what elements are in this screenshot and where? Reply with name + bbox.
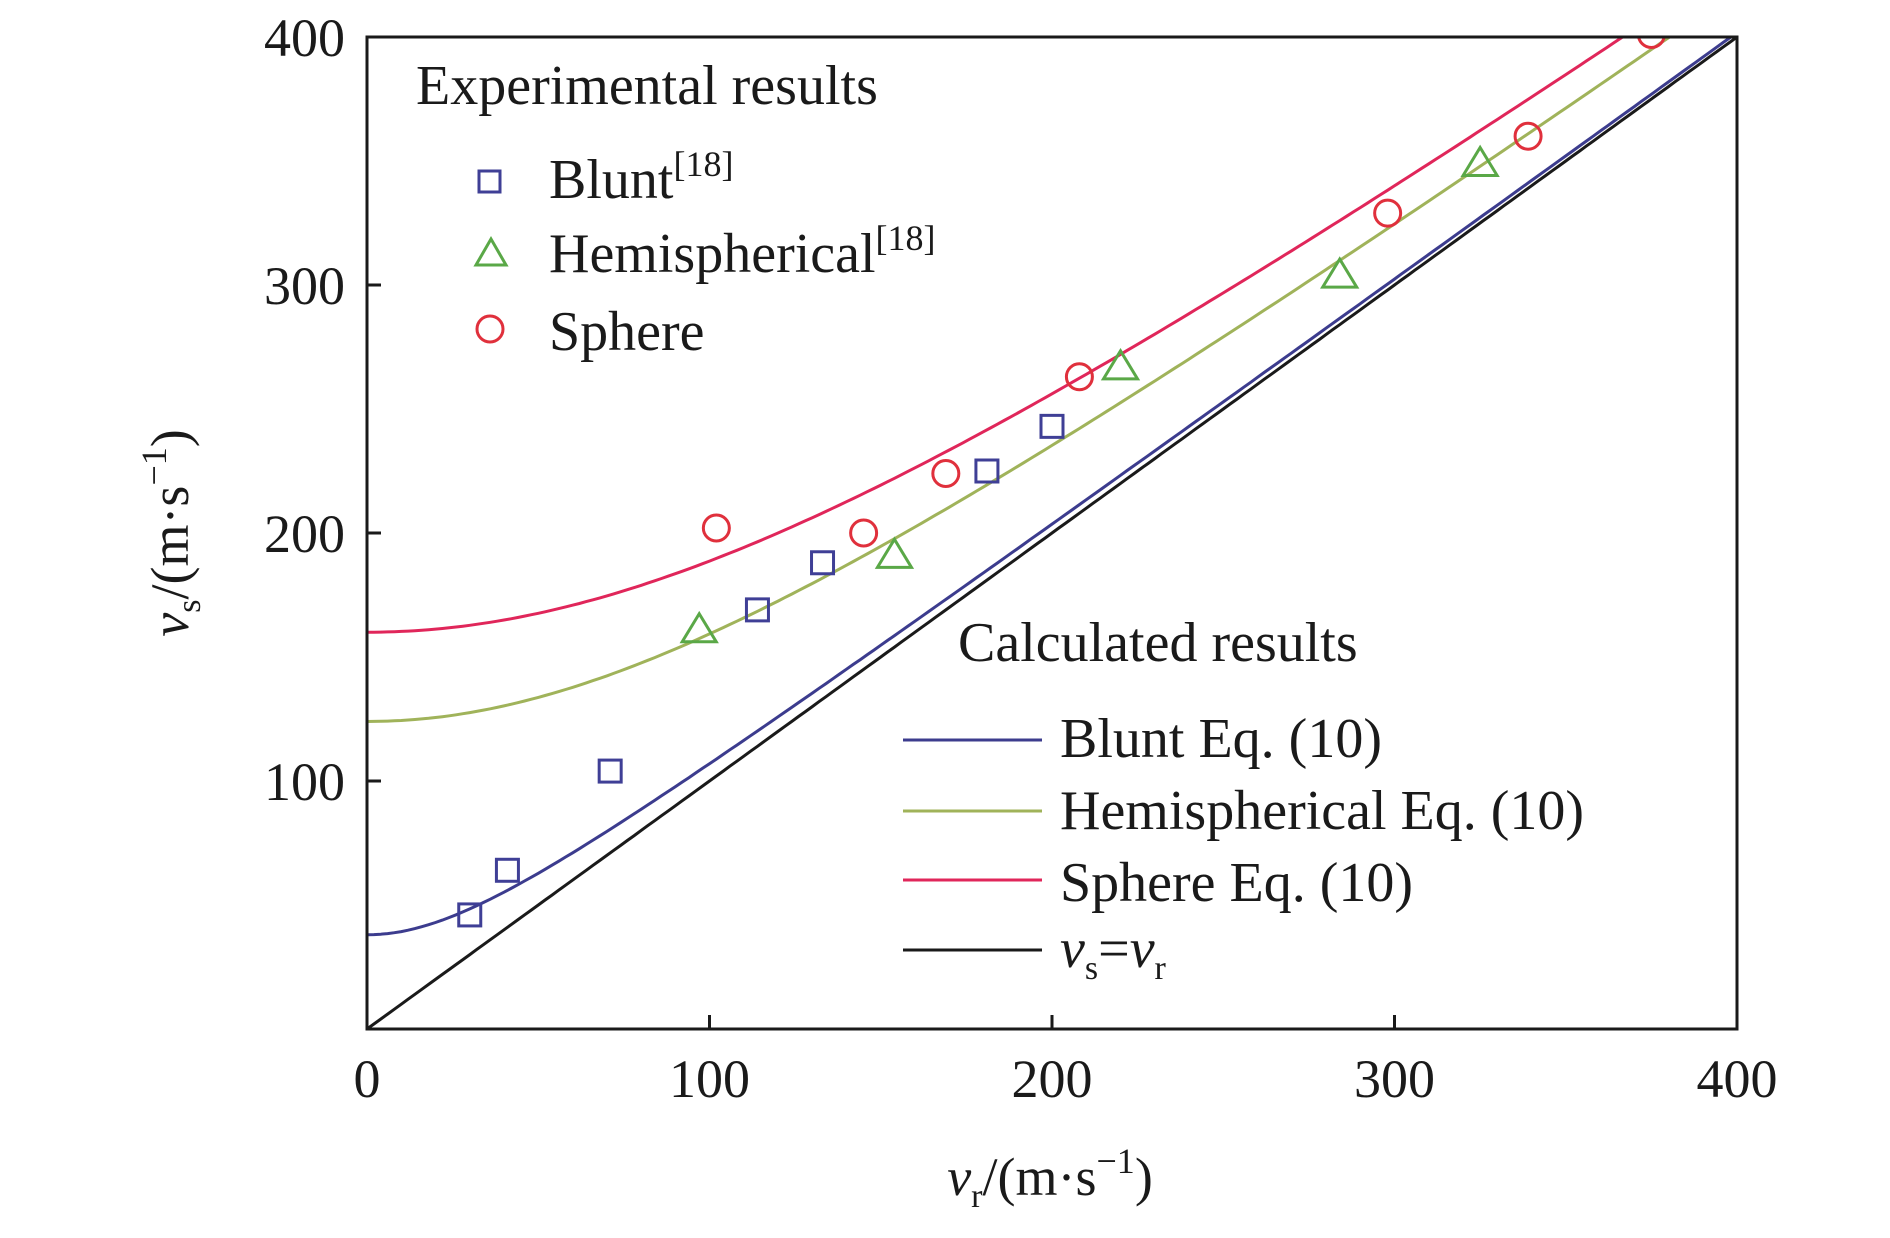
x-tick-label-300: 300: [1354, 1049, 1435, 1109]
marker-hemispherical-0: [679, 610, 719, 644]
x-axis-close: ): [1135, 1147, 1153, 1207]
legend-label-hemispherical-eq: Hemispherical Eq. (10): [1060, 780, 1584, 842]
marker-blunt-2: [597, 758, 623, 784]
y-axis-title: vs/(m·s−1): [134, 429, 208, 637]
curve-0: [367, 37, 1734, 937]
legend-label-sphere: Sphere: [549, 301, 705, 363]
marker-sphere-2: [931, 458, 961, 488]
marker-blunt-1: [494, 857, 520, 883]
legend-marker-hemispherical: [473, 235, 509, 267]
marker-blunt-3: [744, 597, 770, 623]
axis-ticks: 0 100 200 300 400 100 200 300 400: [264, 8, 1778, 1109]
y-tick-label-100: 100: [264, 752, 345, 812]
experimental-markers: [457, 37, 1666, 928]
legend-calculated: Calculated results Blunt Eq. (10) Hemisp…: [903, 612, 1584, 987]
marker-blunt-4: [810, 550, 836, 576]
x-axis-title: vr/(m·s−1): [947, 1141, 1153, 1215]
x-tick-label-200: 200: [1012, 1049, 1093, 1109]
marker-hemispherical-3: [1320, 256, 1360, 289]
y-axis-unit: /(m·s: [140, 486, 200, 600]
marker-hemispherical-2: [1100, 347, 1141, 381]
legend-label-blunt-eq: Blunt Eq. (10): [1060, 708, 1382, 770]
x-tick-label-400: 400: [1697, 1049, 1778, 1109]
y-axis-close: ): [140, 429, 200, 447]
marker-blunt-6: [1039, 413, 1065, 439]
y-tick-label-400: 400: [264, 8, 345, 68]
marker-hemispherical-1: [874, 536, 915, 569]
marker-sphere-1: [849, 518, 879, 548]
legend-experimental: Experimental results Blunt[18] Hemispher…: [416, 55, 936, 363]
marker-sphere-4: [1373, 198, 1403, 228]
marker-sphere-0: [701, 513, 731, 543]
legend-experimental-title: Experimental results: [416, 55, 878, 117]
marker-sphere-3: [1064, 362, 1094, 392]
curve-2: [367, 37, 1626, 634]
curve-3: [367, 37, 1737, 1029]
y-tick-label-300: 300: [264, 256, 345, 316]
calculated-curves: [367, 37, 1737, 1029]
marker-blunt-5: [974, 458, 1000, 484]
legend-marker-sphere: [475, 314, 505, 344]
legend-label-hemispherical: Hemispherical[18]: [549, 218, 936, 285]
x-axis-var: v: [947, 1147, 971, 1207]
y-axis-exp: −1: [134, 447, 174, 485]
legend-label-sphere-eq: Sphere Eq. (10): [1060, 852, 1413, 914]
x-axis-exp: −1: [1097, 1141, 1135, 1181]
marker-sphere-5: [1513, 121, 1543, 151]
marker-blunt-0: [457, 902, 483, 928]
x-tick-label-0: 0: [354, 1049, 381, 1109]
legend-label-blunt: Blunt[18]: [549, 144, 733, 211]
marker-hemispherical-4: [1460, 144, 1500, 177]
x-axis-sub: r: [971, 1178, 983, 1215]
legend-marker-blunt: [477, 169, 502, 194]
marker-sphere-6: [1637, 37, 1666, 50]
x-tick-label-100: 100: [669, 1049, 750, 1109]
legend-calculated-title: Calculated results: [958, 612, 1358, 674]
y-axis-sub: s: [171, 600, 208, 613]
curve-1: [367, 37, 1673, 723]
x-axis-unit: /(m·s: [983, 1147, 1097, 1207]
y-tick-label-200: 200: [264, 504, 345, 564]
legend-label-identity: vs=vr: [1060, 918, 1167, 987]
y-axis-var: v: [140, 613, 200, 637]
